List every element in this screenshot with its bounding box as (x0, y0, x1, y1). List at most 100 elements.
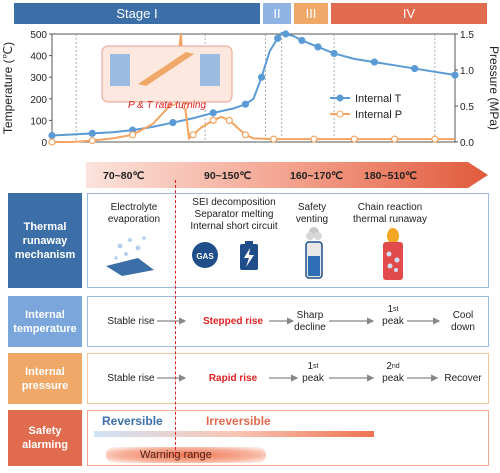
y-tick-label: 200 (30, 95, 47, 106)
stage-1-bar: Stage I (14, 3, 260, 24)
safety-row: Reversible Irreversible Warning range (87, 410, 489, 466)
short-circuit-icon (240, 241, 258, 270)
alarm-gradient-bar (94, 431, 374, 437)
mechanism-header-text: Thermal runaway mechanism (14, 220, 76, 261)
safety-header-text: Safety alarming (22, 425, 68, 451)
temp-cool-down: Cool down (451, 310, 475, 333)
series-point-0 (209, 109, 217, 117)
series-point-0 (411, 64, 419, 73)
venting-battery-icon (305, 227, 323, 279)
pressure-header: Internal pressure (8, 353, 82, 404)
temperature-header-text: Internal temperature (13, 308, 77, 335)
svg-text:GAS: GAS (196, 252, 214, 261)
mech-sei: SEI decomposition (192, 197, 276, 208)
series-point-0 (298, 36, 306, 45)
inset-cell-left (110, 54, 130, 86)
temp-stepped-rise: Stepped rise (202, 316, 264, 327)
pressure-recover: Recover (444, 373, 482, 384)
y2-tick-label: 0.0 (460, 138, 474, 149)
inset-box (101, 45, 233, 103)
y2-tick-label: 1.0 (460, 66, 474, 77)
series-point-1 (431, 135, 439, 143)
series-point-1 (270, 135, 278, 143)
series-point-0 (241, 100, 250, 108)
warning-range-label: Warning range (140, 449, 212, 461)
y-tick-label: 400 (30, 52, 47, 63)
series-point-0 (330, 49, 338, 58)
temp-range-4: 180~510℃ (364, 170, 417, 182)
irreversible-label: Irreversible (206, 414, 271, 428)
y-tick-label: 500 (30, 30, 47, 41)
legend-label-1: Internal P (355, 109, 402, 121)
temp-range-1: 70~80℃ (103, 170, 145, 182)
temperature-pressure-chart: 500 400 300 200 100 0 1.5 1.0 0.5 0.0 Temperature … (1, 30, 500, 149)
pressure-header-text: Internal pressure (21, 365, 69, 392)
y-tick-label: 300 (30, 73, 47, 84)
row-arrows (157, 317, 441, 382)
series-point-0 (88, 129, 96, 137)
mech-electrolyte: Electrolyte evaporation (107, 202, 161, 225)
temp-first-peak: 1st peak (382, 304, 404, 327)
series-point-0 (169, 118, 177, 127)
evaporation-icon (106, 236, 154, 276)
series-point-1 (189, 131, 197, 139)
series-point-1 (209, 116, 217, 125)
series-point-1 (88, 136, 96, 145)
temp-stable-rise: Stable rise (107, 316, 155, 327)
alarm-line (175, 180, 176, 455)
series-point-0 (451, 71, 459, 79)
series-point-1 (350, 135, 358, 143)
arrow-shape (86, 162, 488, 188)
temp-sharp-decline: Sharp decline (294, 310, 326, 333)
pressure-second-peak: 2nd peak (382, 361, 404, 384)
mech-short: Internal short circuit (190, 221, 278, 232)
legend-marker-1 (336, 110, 344, 118)
stage-2-label: II (273, 6, 281, 21)
stage-3-bar: III (294, 3, 328, 24)
gas-icon: GAS (192, 242, 218, 268)
series-line-1 (52, 33, 455, 143)
pressure-stable-rise: Stable rise (107, 373, 155, 384)
series-point-1 (181, 102, 189, 110)
inset-separator (138, 52, 194, 86)
stage-4-label: IV (402, 6, 416, 21)
legend-label-0: Internal T (355, 93, 402, 105)
series-point-0 (274, 34, 282, 42)
series-point-0 (48, 131, 56, 140)
series-point-0 (314, 43, 322, 51)
y-axis-label: Temperature (℃) (1, 42, 15, 134)
series-point-1 (129, 131, 137, 139)
mech-separator: Separator melting (194, 209, 274, 220)
stage-2-bar: II (263, 3, 291, 24)
temperature-header: Internal temperature (8, 296, 82, 347)
inset-cell-right (200, 54, 220, 86)
temp-range-3: 160~170℃ (290, 170, 343, 182)
series-point-0 (257, 73, 266, 81)
y2-axis-label: Pressure (MPa) (487, 46, 500, 130)
pressure-rapid-rise: Rapid rise (208, 373, 258, 384)
series-point-1 (225, 116, 233, 125)
reversible-label: Reversible (102, 414, 163, 428)
temperature-arrow (86, 162, 488, 188)
series-point-0 (282, 30, 290, 38)
y2-tick-label: 0.5 (460, 102, 474, 113)
stage-4-bar: IV (331, 3, 487, 24)
series-point-1 (241, 131, 250, 139)
series-point-0 (370, 58, 378, 66)
stage-1-label: Stage I (116, 6, 158, 21)
fire-battery-icon (383, 224, 403, 280)
series-point-1 (310, 135, 318, 143)
legend-marker-0 (336, 94, 344, 102)
mechanism-header: Thermal runaway mechanism (8, 193, 82, 288)
y2-tick-label: 1.5 (460, 30, 474, 41)
y-tick-label: 0 (41, 138, 47, 149)
mechanism-row: Electrolyte evaporation SEI decompositio… (87, 193, 489, 288)
pressure-first-peak: 1st peak (302, 361, 324, 384)
temp-range-2: 90~150℃ (204, 170, 252, 182)
annotation-label: P & T rate turning (128, 100, 206, 111)
safety-header: Safety alarming (8, 410, 82, 466)
series-point-1 (390, 135, 399, 143)
mech-venting: Safety venting (295, 202, 329, 225)
stage-3-label: III (305, 6, 317, 21)
mech-chain: Chain reaction thermal runaway (353, 202, 427, 225)
